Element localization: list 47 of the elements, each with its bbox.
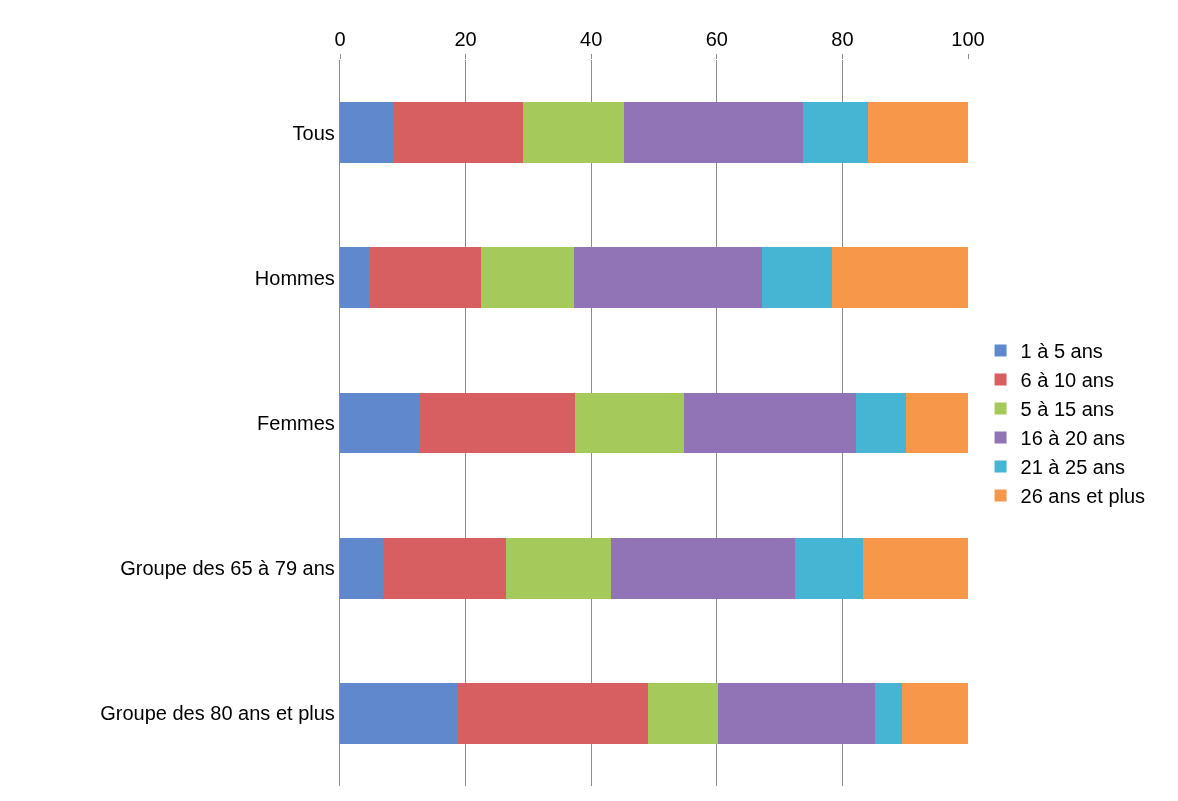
y-tick-label: Hommes	[254, 266, 335, 289]
bar	[420, 392, 575, 454]
bar	[340, 537, 384, 599]
bar	[647, 682, 719, 744]
x-tick-label: 0	[334, 28, 346, 50]
x-tick-label: 100	[951, 28, 985, 50]
y-tick-label: Groupe des 80 ans et plus	[100, 702, 335, 725]
bar	[803, 102, 868, 164]
y-tick-label: Femmes	[257, 412, 335, 434]
bar	[863, 537, 968, 599]
bar	[340, 102, 393, 164]
bar	[573, 247, 763, 309]
bar	[718, 682, 876, 744]
bar	[480, 247, 574, 309]
y-tick-label: Tous	[292, 121, 335, 144]
legend-label: 16 à 20 ans	[1020, 427, 1126, 450]
bar	[522, 102, 624, 164]
legend-label: 21 à 25 ans	[1020, 456, 1126, 479]
bar	[392, 102, 523, 164]
bar	[623, 102, 804, 164]
bar	[906, 392, 968, 454]
bar	[855, 392, 907, 454]
bar	[340, 682, 459, 744]
legend-label: 26 ans et plus	[1020, 485, 1146, 508]
x-tick-label: 40	[580, 28, 603, 50]
bar	[610, 537, 795, 599]
bar	[458, 682, 648, 744]
bar	[832, 247, 968, 309]
y-tick-label: Groupe des 65 à 79 ans	[120, 557, 335, 580]
bar	[762, 247, 833, 309]
x-tick-label: 20	[454, 28, 477, 50]
bar	[684, 392, 856, 454]
bar	[902, 682, 968, 744]
bar	[505, 537, 611, 599]
bar	[370, 247, 481, 309]
x-tick-label: 60	[705, 28, 728, 50]
bar	[340, 247, 371, 309]
bar	[574, 392, 685, 454]
bar	[794, 537, 864, 599]
legend-label: 1 à 5 ans	[1020, 340, 1103, 363]
legend-label: 5 à 15 ans	[1020, 398, 1114, 421]
bar	[875, 682, 903, 744]
x-tick-label: 80	[831, 28, 854, 50]
bar	[340, 392, 421, 454]
legend-label: 6 à 10 ans	[1020, 369, 1114, 392]
bar	[867, 102, 968, 164]
bar	[383, 537, 506, 599]
